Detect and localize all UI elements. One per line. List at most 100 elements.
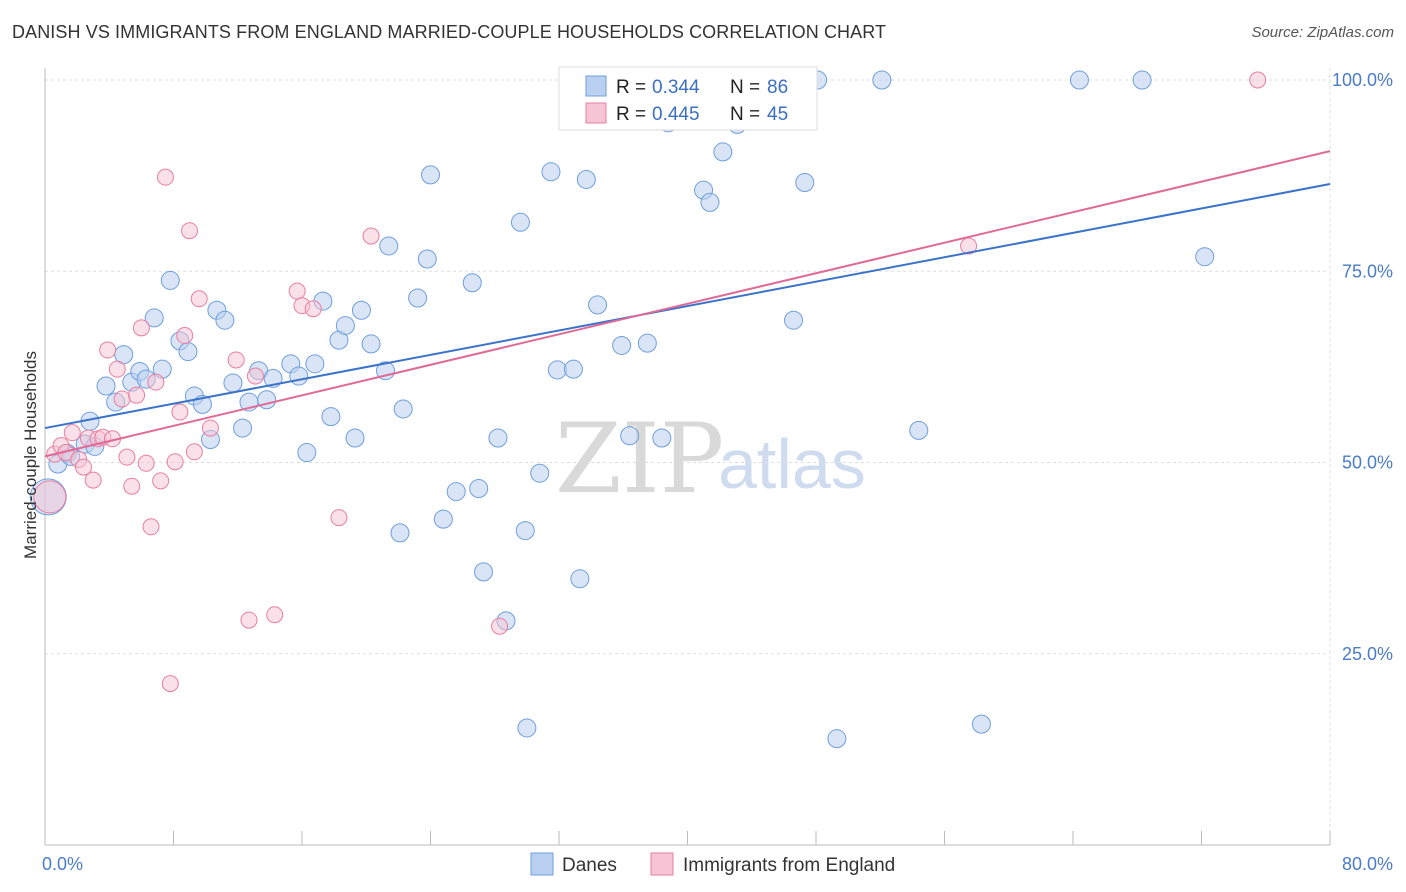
danes-point-83 (1069, 70, 1089, 90)
y-tick-label-1: 50.0% (1342, 453, 1393, 473)
danes-point-47 (433, 509, 453, 529)
england-point-32 (227, 351, 245, 369)
legend-n-label-danes: N = (730, 77, 760, 98)
danes-point-7 (96, 376, 116, 396)
trend-lines (44, 150, 1331, 458)
danes-point-39 (361, 334, 381, 354)
danes-point-28 (263, 368, 283, 388)
danes-point-55 (515, 521, 535, 541)
danes-point-85 (1195, 247, 1215, 267)
england-point-30 (190, 290, 208, 308)
england-point-31 (201, 419, 219, 437)
england-point-34 (246, 367, 264, 385)
england-point-14 (113, 390, 131, 408)
england-point-40 (362, 227, 380, 245)
danes-point-77 (795, 173, 815, 193)
england-point-39 (330, 509, 348, 527)
danes-point-57 (530, 463, 550, 483)
danes-point-42 (390, 523, 410, 543)
y-tick-label-0: 25.0% (1342, 644, 1393, 664)
series-legend: Danes Immigrants from England (530, 852, 895, 876)
y-axis-title: Married-couple Households (21, 351, 40, 559)
england-point-28 (181, 222, 199, 240)
england-point-38 (304, 300, 322, 318)
watermark-zip: ZIP (555, 403, 724, 515)
danes-point-82 (971, 714, 991, 734)
danes-point-30 (289, 366, 309, 386)
danes-point-24 (233, 418, 253, 438)
england-point-33 (240, 611, 258, 629)
danes-point-71 (700, 192, 720, 212)
england-point-26 (171, 403, 189, 421)
watermark: ZIP atlas (555, 403, 866, 515)
england-points (33, 71, 1267, 693)
england-point-35 (266, 606, 284, 624)
england-point-16 (123, 477, 141, 495)
danes-point-37 (345, 428, 365, 448)
danes-point-38 (351, 300, 371, 320)
bottom-legend-swatch-danes (530, 852, 554, 876)
england-point-17 (128, 386, 146, 404)
danes-trend-line (44, 183, 1331, 430)
stats-legend: R = 0.344 N = 86 R = 0.445 N = 45 (558, 66, 818, 131)
danes-point-62 (576, 169, 596, 189)
legend-n-value-danes: 86 (767, 77, 788, 98)
danes-point-61 (570, 569, 590, 589)
england-point-15 (118, 448, 136, 466)
y-tick-label-3: 100.0% (1332, 70, 1393, 90)
england-point-41 (491, 617, 509, 635)
legend-r-value-england: 0.445 (652, 104, 700, 125)
bottom-legend-swatch-england (650, 852, 674, 876)
danes-point-15 (160, 270, 180, 290)
danes-point-52 (488, 428, 508, 448)
bottom-legend-label-england: Immigrants from England (683, 855, 895, 876)
legend-r-label-england: R = (616, 104, 646, 125)
england-point-11 (99, 341, 117, 359)
england-point-36 (288, 282, 306, 300)
danes-point-34 (321, 407, 341, 427)
x-tick-label-max: 80.0% (1342, 854, 1393, 874)
england-point-22 (152, 472, 170, 490)
danes-point-63 (588, 295, 608, 315)
danes-point-72 (713, 142, 733, 162)
legend-swatch-england (585, 102, 607, 124)
england-point-43 (1249, 71, 1267, 89)
danes-point-79 (827, 729, 847, 749)
england-point-27 (176, 327, 194, 345)
danes-point-22 (215, 310, 235, 330)
chart-source: Source: ZipAtlas.com (1251, 24, 1394, 41)
bottom-legend-label-danes: Danes (562, 855, 617, 876)
england-point-25 (166, 453, 184, 471)
england-trend-line (44, 150, 1331, 458)
england-point-24 (161, 675, 179, 693)
england-point-29 (185, 443, 203, 461)
x-tick-label-min: 0.0% (42, 854, 83, 874)
danes-point-13 (144, 308, 164, 328)
danes-point-48 (446, 482, 466, 502)
england-point-18 (132, 319, 150, 337)
chart-title: DANISH VS IMMIGRANTS FROM ENGLAND MARRIE… (12, 22, 887, 42)
england-point-8 (84, 471, 102, 489)
danes-point-56 (517, 718, 537, 738)
england-point-23 (156, 168, 174, 186)
danes-point-59 (547, 360, 567, 380)
england-point-20 (142, 518, 160, 536)
danes-point-36 (335, 316, 355, 336)
tick-labels: 25.0% 50.0% 75.0% 100.0% 0.0% 80.0% (42, 70, 1393, 874)
danes-point-32 (305, 354, 325, 374)
danes-point-43 (393, 399, 413, 419)
danes-point-60 (563, 359, 583, 379)
danes-point-65 (620, 426, 640, 446)
danes-point-41 (379, 236, 399, 256)
danes-point-49 (462, 273, 482, 293)
danes-point-31 (297, 443, 317, 463)
england-point-19 (137, 454, 155, 472)
danes-point-84 (1132, 70, 1152, 90)
danes-point-81 (909, 420, 929, 440)
axes (44, 68, 1331, 846)
england-point-21 (147, 373, 165, 391)
danes-point-44 (408, 288, 428, 308)
danes-point-46 (421, 165, 440, 185)
legend-n-label-england: N = (730, 104, 760, 125)
